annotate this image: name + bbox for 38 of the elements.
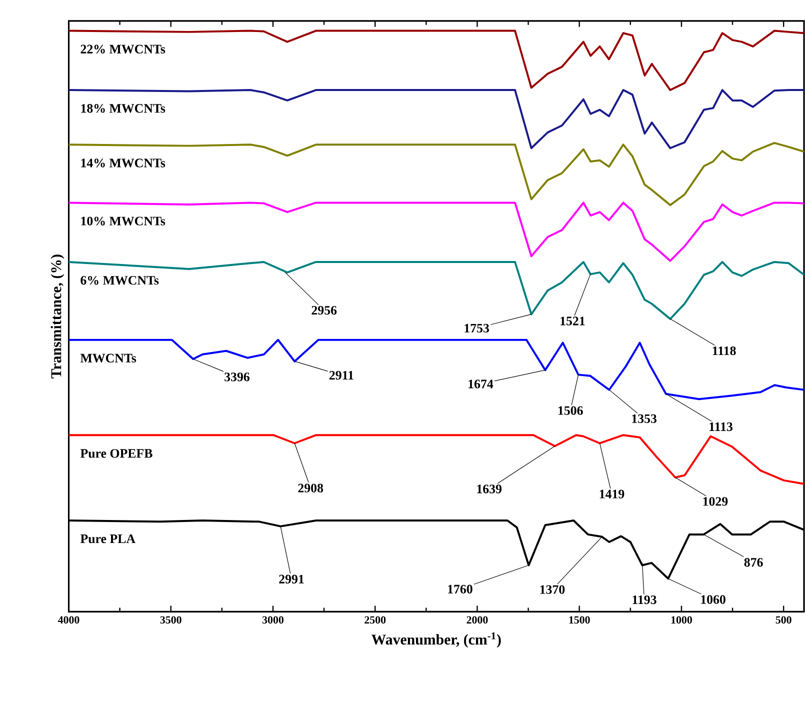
x-axis-title: Wavenumber, (cm$^{-1}$) — [371, 632, 501, 648]
series-label: MWCNTs — [80, 354, 136, 362]
annotation: 876 — [744, 558, 763, 567]
annotation: 2991 — [279, 574, 304, 584]
series-label: Pure PLA — [80, 534, 136, 543]
series-label: 14% MWCNTs — [81, 158, 166, 168]
annotation: 2911 — [329, 370, 354, 380]
annotation: 1193 — [632, 595, 656, 604]
series-label: 18% MWCNTs — [81, 104, 166, 113]
x-tick-label: 1000 — [671, 616, 692, 624]
y-axis-title: Transmittance, (%) — [50, 254, 64, 378]
annotation: 2908 — [298, 484, 324, 492]
annotation: 1113 — [710, 422, 732, 431]
x-tick-label: 3500 — [160, 616, 182, 624]
annotation: 1639 — [477, 484, 502, 494]
annotation: 1674 — [468, 379, 494, 388]
annotation: 1521 — [560, 316, 585, 326]
annotation: 1370 — [540, 585, 565, 594]
x-tick-label: 3000 — [262, 616, 284, 624]
annotation: 3396 — [224, 372, 250, 382]
annotation: 1060 — [701, 594, 726, 604]
annotation: 1753 — [464, 324, 490, 332]
x-tick-label: 2500 — [364, 616, 386, 624]
annotation: 2956 — [312, 306, 337, 314]
series-label: 10% MWCNTs — [81, 216, 166, 226]
series-label: Pure OPEFB — [80, 448, 152, 458]
annotation: 1506 — [558, 406, 583, 415]
series-label: 6% MWCNTs — [80, 276, 159, 285]
x-tick-label: 1500 — [569, 616, 590, 624]
annotation: 1419 — [600, 490, 624, 498]
x-tick-label: 2000 — [466, 616, 488, 624]
annotation: 1029 — [703, 496, 728, 506]
x-tick-label: 4000 — [58, 616, 80, 624]
annotation: 1118 — [712, 346, 736, 355]
annotation: 1353 — [632, 414, 656, 423]
x-tick-label: 500 — [776, 616, 792, 624]
series-label: 22% MWCNTs — [80, 44, 166, 54]
annotation: 1760 — [448, 584, 472, 594]
